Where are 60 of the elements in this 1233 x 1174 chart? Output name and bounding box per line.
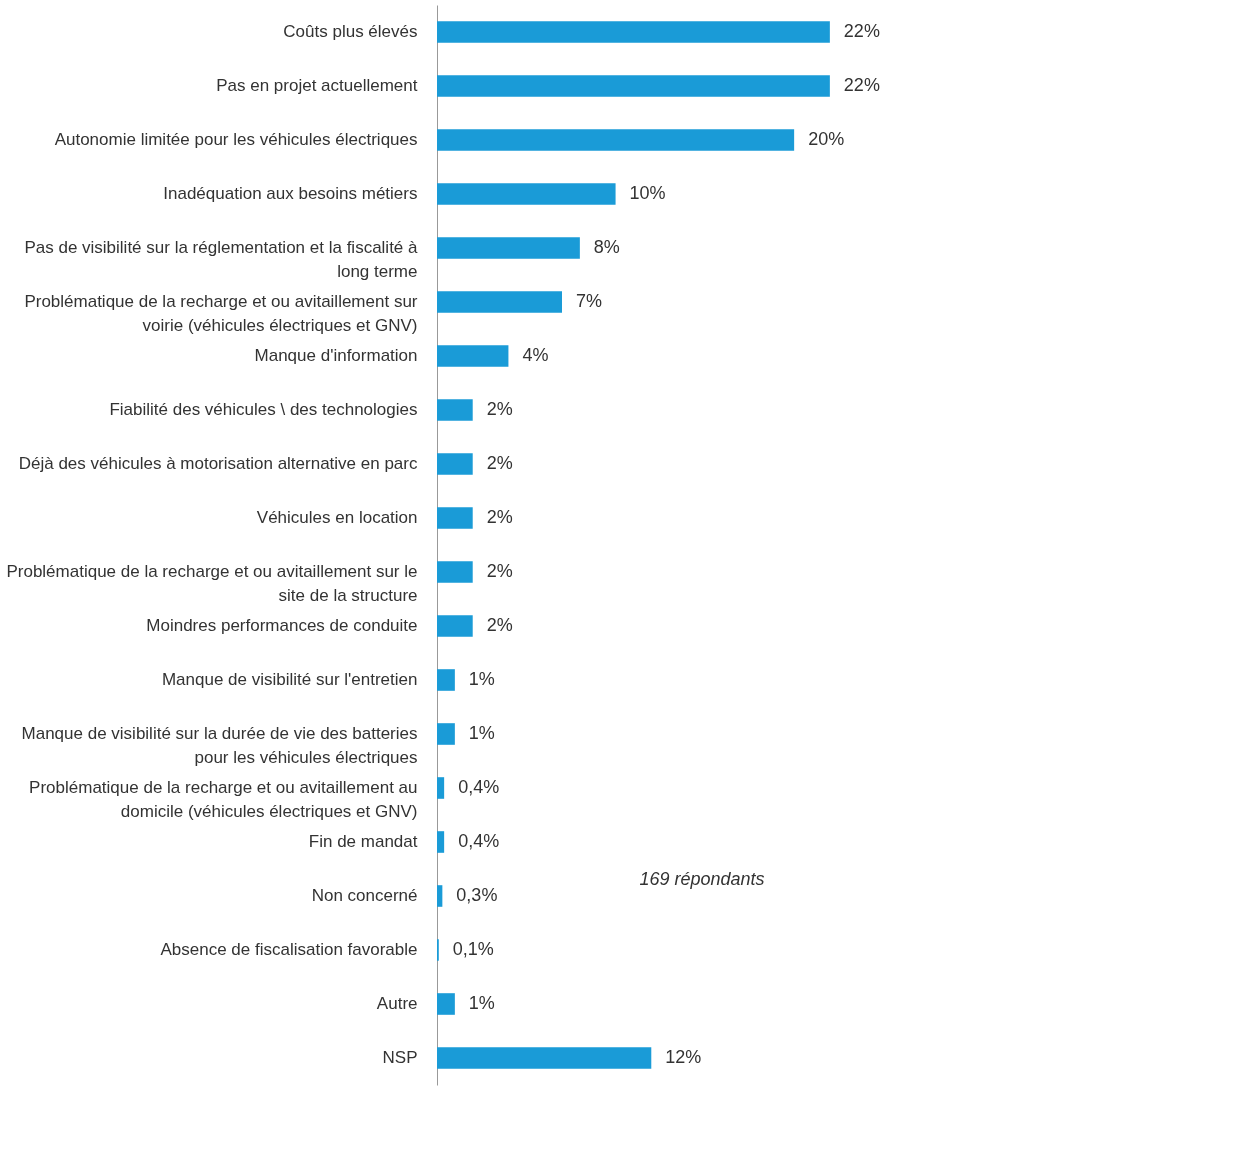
y-tick-label: Véhicules en location bbox=[256, 508, 418, 527]
data-label: 1% bbox=[468, 993, 495, 1013]
y-tick-label: Fin de mandat bbox=[308, 832, 418, 851]
bar bbox=[437, 777, 445, 799]
bar bbox=[437, 831, 445, 853]
y-tick-label: Moindres performances de conduite bbox=[146, 616, 418, 635]
data-label: 0,4% bbox=[458, 777, 500, 797]
bar bbox=[437, 237, 580, 259]
y-tick-label: Autonomie limitée pour les véhicules électriques bbox=[54, 130, 418, 149]
bar bbox=[437, 561, 473, 583]
data-label: 20% bbox=[808, 129, 845, 149]
y-tick-label: Coûts plus élevés bbox=[283, 22, 418, 41]
data-label: 22% bbox=[843, 75, 880, 95]
data-label: 12% bbox=[665, 1047, 702, 1067]
bar bbox=[437, 345, 509, 367]
bar bbox=[437, 129, 795, 151]
bar bbox=[437, 21, 830, 43]
bar bbox=[437, 1047, 652, 1069]
y-tick-label: Manque de visibilité sur la durée de vie des batteries pour les véhicules électriques bbox=[21, 724, 418, 767]
data-label: 2% bbox=[486, 615, 513, 635]
y-tick-label: Manque d'information bbox=[254, 346, 418, 365]
bar bbox=[437, 183, 616, 205]
y-tick-label: Pas de visibilité sur la réglementation et la fiscalité à long terme bbox=[24, 238, 419, 281]
bar bbox=[437, 399, 473, 421]
bar bbox=[437, 723, 455, 745]
data-label: 1% bbox=[468, 723, 495, 743]
data-label: 2% bbox=[486, 507, 513, 527]
y-tick-label: Non concerné bbox=[311, 886, 418, 905]
y-tick-label: Problématique de la recharge et ou avitaillement au domicile (véhicules électriques et GNV) bbox=[29, 778, 418, 821]
bar bbox=[437, 615, 473, 637]
bar bbox=[437, 453, 473, 475]
bar bbox=[437, 507, 473, 529]
data-label: 0,3% bbox=[456, 885, 498, 905]
y-tick-label: Autre bbox=[376, 994, 418, 1013]
bar bbox=[437, 993, 455, 1015]
bar bbox=[437, 669, 455, 691]
y-tick-label: Absence de fiscalisation favorable bbox=[160, 940, 418, 959]
data-label: 0,4% bbox=[458, 831, 500, 851]
data-label: 0,1% bbox=[452, 939, 494, 959]
data-label: 2% bbox=[486, 453, 513, 473]
data-label: 2% bbox=[486, 561, 513, 581]
annotation: 169 répondants bbox=[639, 868, 765, 889]
data-label: 1% bbox=[468, 669, 495, 689]
y-tick-label: Fiabilité des véhicules \ des technologies bbox=[109, 400, 418, 419]
data-label: 8% bbox=[593, 237, 620, 257]
data-label: 10% bbox=[629, 183, 666, 203]
data-label: 4% bbox=[522, 345, 549, 365]
data-label: 2% bbox=[486, 399, 513, 419]
y-tick-label: Pas en projet actuellement bbox=[216, 76, 418, 95]
data-label: 22% bbox=[843, 21, 880, 41]
bar bbox=[437, 885, 443, 907]
y-tick-label: NSP bbox=[382, 1048, 418, 1067]
data-label: 7% bbox=[576, 291, 603, 311]
bar bbox=[437, 75, 830, 97]
y-tick-label: Manque de visibilité sur l'entretien bbox=[161, 670, 418, 689]
y-tick-label: Problématique de la recharge et ou avitaillement sur voirie (véhicules électriques et GNV) bbox=[24, 292, 418, 335]
bar bbox=[437, 291, 562, 313]
y-tick-label: Déjà des véhicules à motorisation alternative en parc bbox=[18, 454, 418, 473]
y-tick-label: Problématique de la recharge et ou avitaillement sur le site de la structure bbox=[6, 562, 418, 605]
y-tick-label: Inadéquation aux besoins métiers bbox=[163, 184, 418, 203]
